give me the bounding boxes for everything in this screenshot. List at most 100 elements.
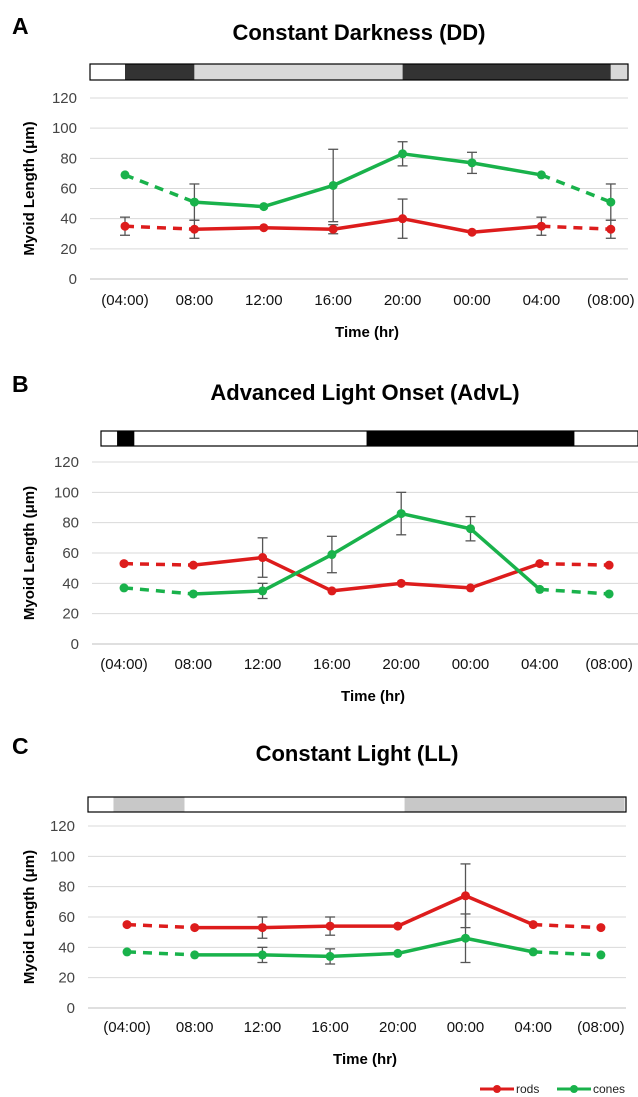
light-bar-segment-3 — [574, 431, 638, 446]
data-point-rods — [119, 559, 129, 569]
data-point-cones — [528, 947, 538, 957]
x-tick-label: (08:00) — [577, 1019, 625, 1036]
chart-title: Constant Darkness (DD) — [232, 20, 485, 45]
y-tick-label: 40 — [60, 211, 77, 228]
series-line — [193, 555, 541, 593]
light-bar-segment-3 — [610, 64, 628, 80]
x-tick-label: 08:00 — [175, 656, 213, 673]
x-tick-label: 00:00 — [452, 656, 490, 673]
data-point-rods — [327, 586, 337, 596]
data-point-cones — [596, 950, 606, 960]
panel-letter: A — [12, 13, 29, 39]
y-tick-label: 60 — [62, 545, 79, 562]
data-point-cones — [119, 583, 129, 593]
series-line-dashed — [541, 224, 611, 231]
data-point-rods — [596, 923, 606, 933]
data-point-rods — [259, 223, 269, 233]
y-tick-label: 120 — [50, 818, 75, 835]
light-bar-segment-0 — [117, 431, 135, 446]
series-line — [194, 152, 542, 209]
x-tick-label: 20:00 — [382, 656, 420, 673]
data-point-rods — [398, 214, 408, 224]
data-point-rods — [393, 921, 403, 931]
y-tick-label: 40 — [62, 575, 79, 592]
y-tick-label: 120 — [54, 454, 79, 471]
data-point-rods — [122, 920, 132, 930]
light-bar-segment-1 — [184, 797, 405, 812]
series-line-dashed — [126, 922, 195, 930]
data-point-cones — [398, 149, 408, 159]
data-point-cones — [535, 584, 545, 594]
x-tick-label: 08:00 — [176, 1019, 214, 1036]
data-point-rods — [190, 923, 200, 933]
x-axis-label: Time (hr) — [333, 1051, 397, 1068]
data-point-cones — [396, 509, 406, 519]
y-tick-label: 60 — [58, 909, 75, 926]
x-tick-label: (04:00) — [100, 656, 148, 673]
data-point-rods — [604, 560, 614, 570]
light-bar-segment-2 — [404, 797, 625, 812]
series-line-dashed — [124, 173, 196, 204]
light-bar-segment-1 — [194, 64, 403, 80]
chart-title: Advanced Light Onset (AdvL) — [210, 380, 519, 405]
y-tick-label: 40 — [58, 939, 75, 956]
y-tick-label: 0 — [67, 1000, 75, 1017]
series-line-dashed — [124, 224, 195, 231]
data-point-rods — [461, 891, 470, 901]
legend: rods cones — [480, 1082, 625, 1096]
light-bar-outline — [87, 796, 627, 813]
x-tick-label: (04:00) — [103, 1019, 151, 1036]
data-point-cones — [120, 170, 130, 180]
data-point-cones — [259, 202, 269, 212]
x-tick-label: 04:00 — [523, 292, 561, 309]
data-point-cones — [257, 950, 267, 960]
data-point-rods — [325, 921, 335, 931]
light-bar-segment-2 — [366, 431, 575, 446]
data-point-cones — [461, 933, 470, 943]
x-tick-label: (08:00) — [585, 656, 633, 673]
light-dark-bar — [89, 63, 629, 81]
light-bar-segment-0 — [113, 797, 185, 812]
legend-label: cones — [593, 1082, 625, 1096]
y-tick-label: 100 — [54, 484, 79, 501]
y-axis-label: Myoid Length (μm) — [21, 850, 38, 984]
y-tick-label: 120 — [52, 90, 77, 107]
data-point-cones — [606, 197, 616, 207]
series-line-dashed — [126, 950, 195, 957]
data-point-cones — [467, 158, 477, 168]
data-point-cones — [466, 524, 475, 534]
chart-panel-b: B Advanced Light Onset (AdvL) 0 20 40 60 80 100… — [12, 371, 638, 705]
series-line — [193, 511, 541, 596]
data-point-cones — [122, 947, 132, 957]
panel-letter: B — [12, 371, 29, 397]
data-point-rods — [606, 224, 616, 234]
x-tick-label: 16:00 — [314, 292, 352, 309]
legend-marker-cones — [570, 1085, 578, 1093]
series-line — [194, 216, 542, 234]
data-point-rods — [189, 224, 199, 234]
y-tick-label: 20 — [58, 970, 75, 987]
light-dark-bar — [100, 430, 638, 447]
x-tick-label: 12:00 — [244, 656, 282, 673]
series-rods — [119, 537, 614, 596]
data-point-rods — [257, 923, 267, 933]
data-point-cones — [189, 197, 199, 207]
y-tick-label: 80 — [58, 879, 75, 896]
y-tick-label: 100 — [52, 120, 77, 137]
series-line-dashed — [123, 561, 194, 567]
x-tick-label: 00:00 — [447, 1019, 485, 1036]
y-tick-label: 0 — [71, 636, 79, 653]
data-point-rods — [328, 224, 338, 234]
x-tick-label: 16:00 — [313, 656, 351, 673]
legend-marker-rods — [493, 1085, 501, 1093]
data-point-cones — [325, 951, 335, 961]
data-point-rods — [466, 583, 475, 593]
data-point-cones — [604, 589, 614, 599]
y-tick-label: 80 — [60, 150, 77, 167]
light-bar-outline — [100, 430, 638, 447]
data-point-cones — [328, 180, 338, 190]
data-point-cones — [258, 586, 268, 596]
chart-panel-a: A Constant Darkness (DD) 0 20 40 60 80 100 120 (0… — [12, 13, 635, 341]
chart-title: Constant Light (LL) — [256, 741, 459, 766]
